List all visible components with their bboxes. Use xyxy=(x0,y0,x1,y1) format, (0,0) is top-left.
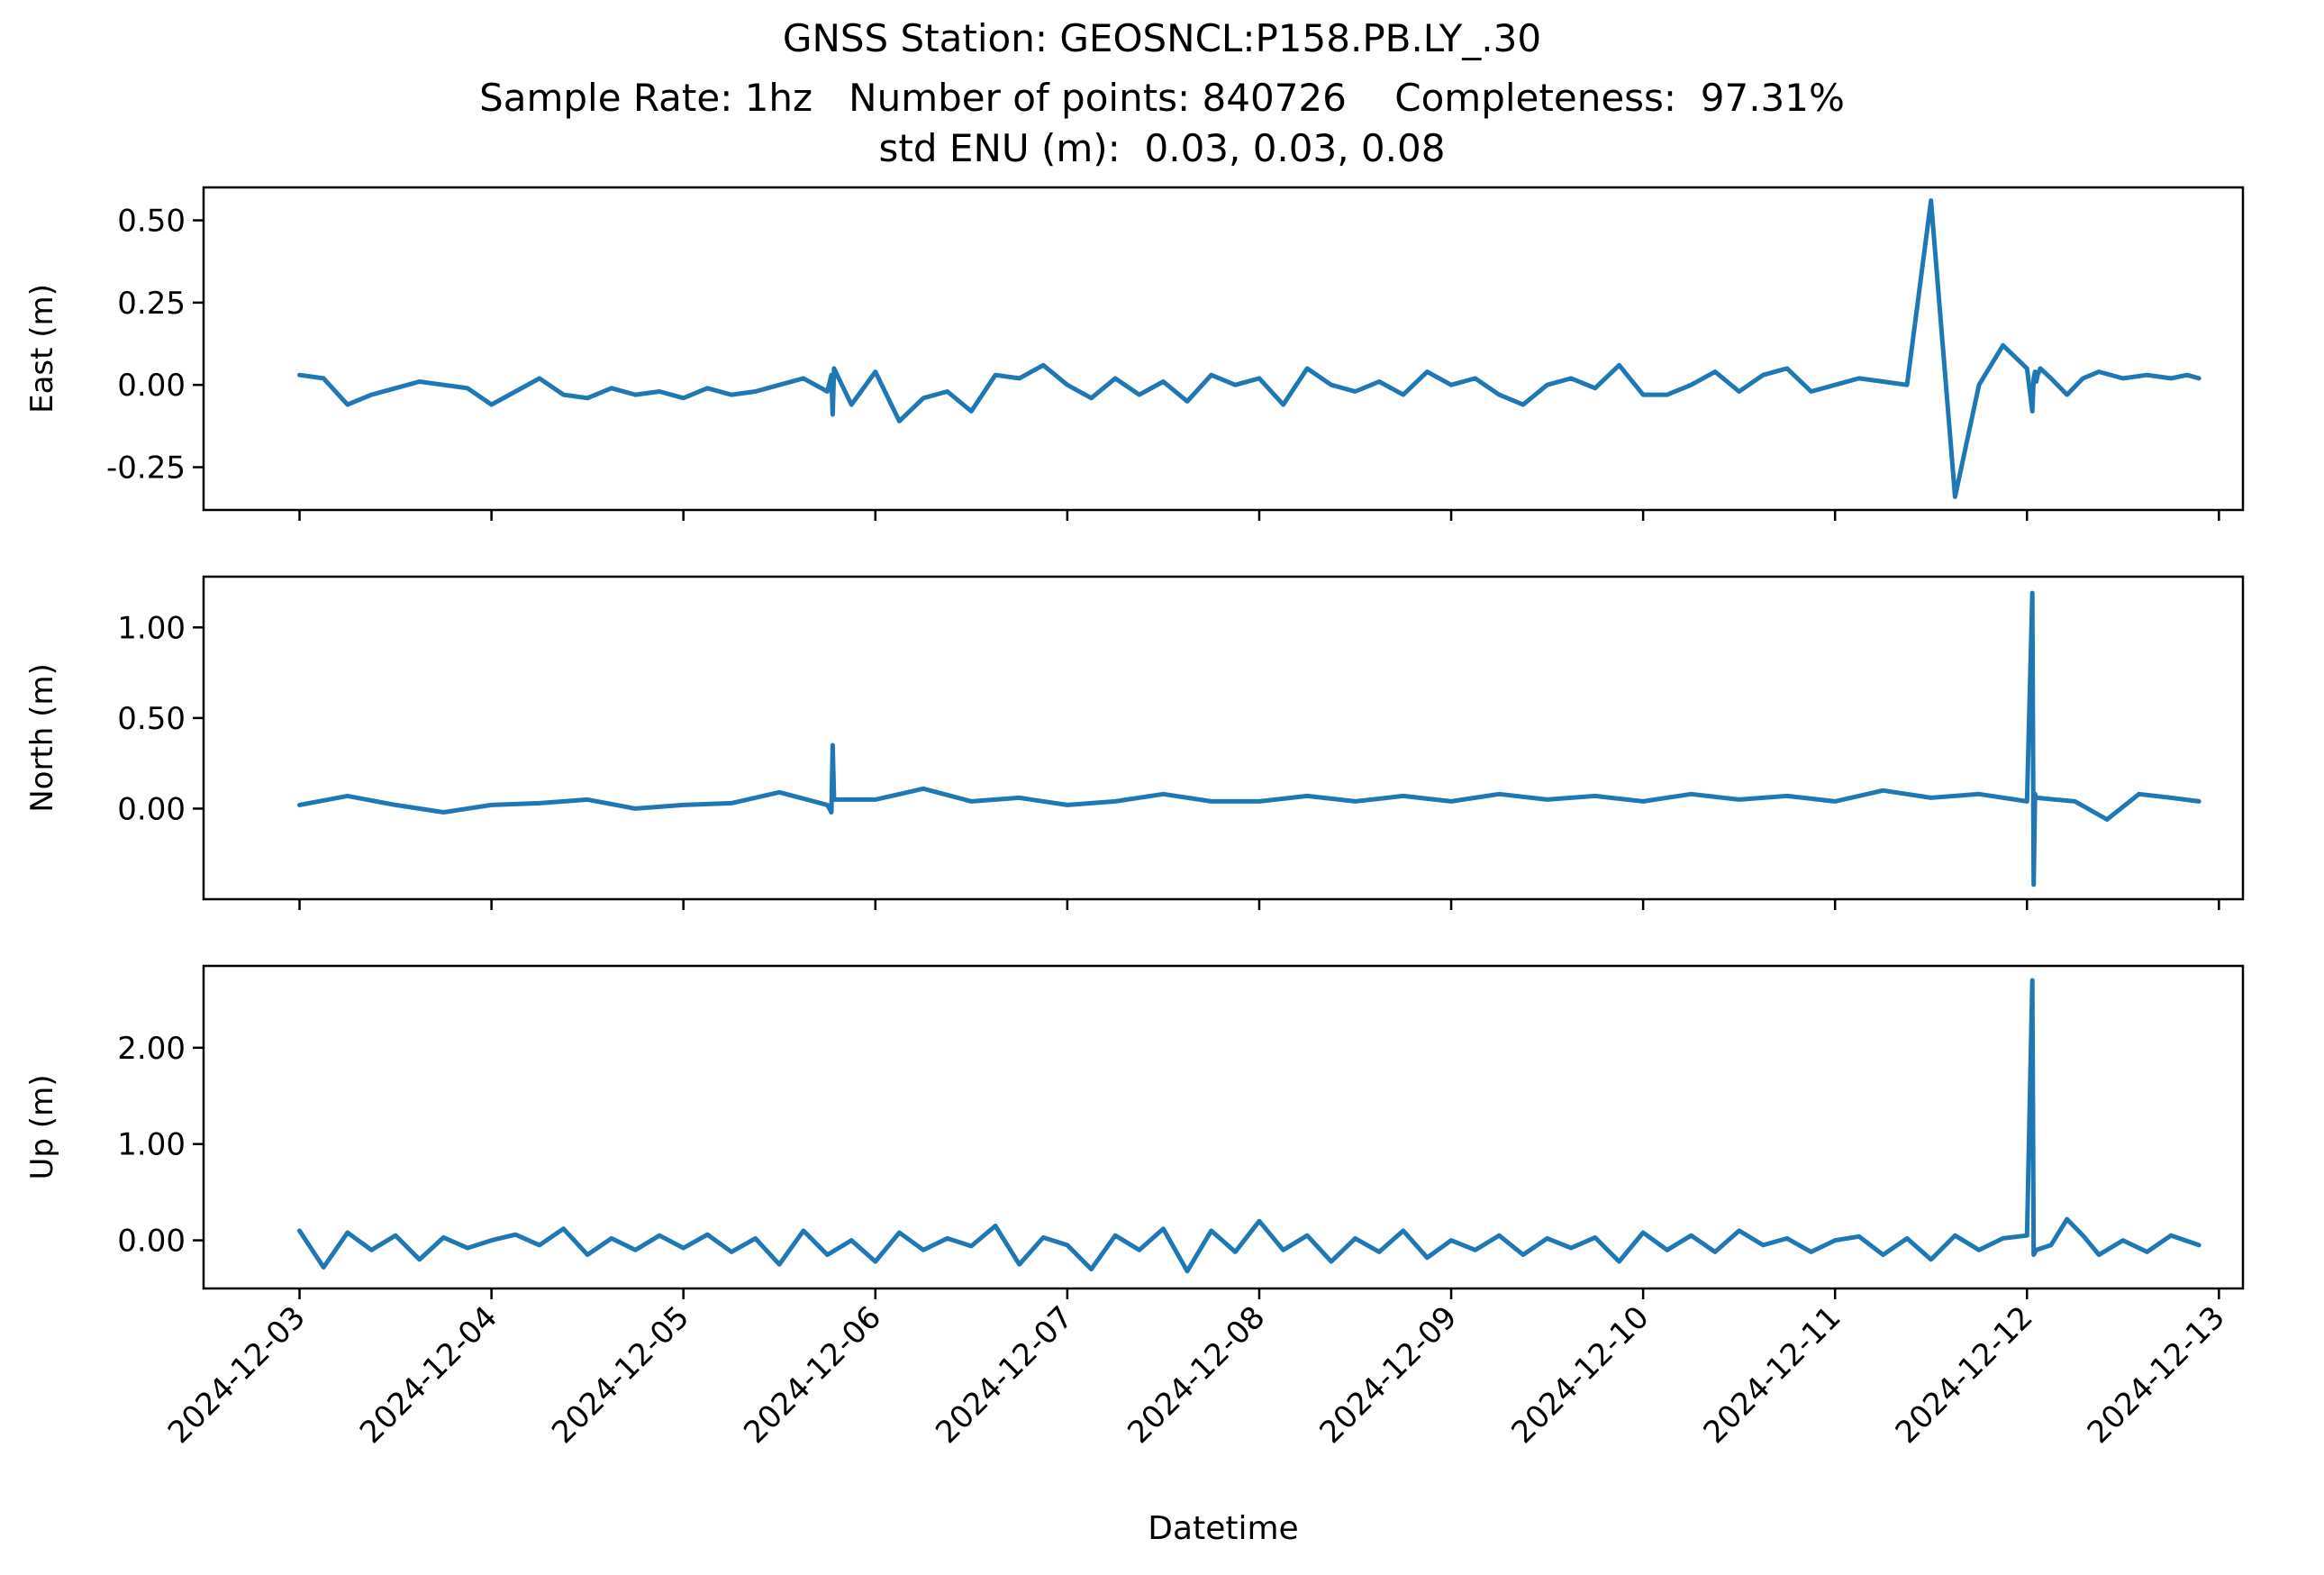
figure-title-line2: Sample Rate: 1hz Number of points: 84072… xyxy=(479,76,1845,120)
panel-2: 1.00 0.50 0.00 North (m) xyxy=(24,575,2245,910)
axes-frame xyxy=(202,186,2245,512)
series-line-3-1 xyxy=(297,978,2201,1274)
y-tick-label: 0.50 xyxy=(117,701,186,737)
x-tick-label: 2024-12-04 xyxy=(353,1299,504,1451)
y-tick-label: 0.00 xyxy=(117,1224,186,1260)
figure-title-line3: std ENU (m): 0.03, 0.03, 0.08 xyxy=(878,126,1446,170)
x-tick-label: 2024-12-11 xyxy=(1697,1299,1848,1451)
x-tick-label: 2024-12-05 xyxy=(545,1299,696,1451)
panel-3: 2.00 1.00 0.00 Up (m) 2024-12-03 2024-12-04 20… xyxy=(24,964,2245,1547)
y-tick-label: 2.00 xyxy=(117,1031,186,1067)
y-tick-label: 0.25 xyxy=(117,286,186,322)
y-axis-label: North (m) xyxy=(24,663,60,813)
x-tick-label: 2024-12-08 xyxy=(1121,1299,1272,1451)
x-tick-label: 2024-12-09 xyxy=(1312,1299,1464,1451)
figure-title-line1: GNSS Station: GEOSNCL:P158.PB.LY_.30 xyxy=(782,16,1542,60)
x-axis-label: Datetime xyxy=(1148,1510,1298,1547)
x-tick-label: 2024-12-10 xyxy=(1504,1299,1656,1451)
y-tick-label: 1.00 xyxy=(117,610,186,646)
y-tick-label: 1.00 xyxy=(117,1127,186,1163)
series-line-2-1 xyxy=(297,590,2201,888)
x-tick-label: 2024-12-13 xyxy=(2081,1299,2232,1451)
series-line-1-1 xyxy=(297,198,2201,499)
y-tick-label: -0.25 xyxy=(106,451,186,487)
axes-frame xyxy=(202,964,2245,1290)
panel-1: 0.50 0.25 0.00 -0.25 East (m) xyxy=(24,186,2245,521)
x-tick-label: 2024-12-12 xyxy=(1889,1299,2040,1451)
y-axis-label: East (m) xyxy=(24,284,60,414)
x-tick-label: 2024-12-03 xyxy=(161,1299,313,1451)
y-tick-label: 0.00 xyxy=(117,791,186,827)
y-axis-label: Up (m) xyxy=(24,1075,60,1180)
x-tick-label: 2024-12-06 xyxy=(737,1299,888,1451)
x-tick-label: 2024-12-07 xyxy=(929,1299,1080,1451)
y-tick-label: 0.50 xyxy=(117,204,186,240)
axes-frame xyxy=(202,575,2245,901)
y-tick-label: 0.00 xyxy=(117,368,186,404)
